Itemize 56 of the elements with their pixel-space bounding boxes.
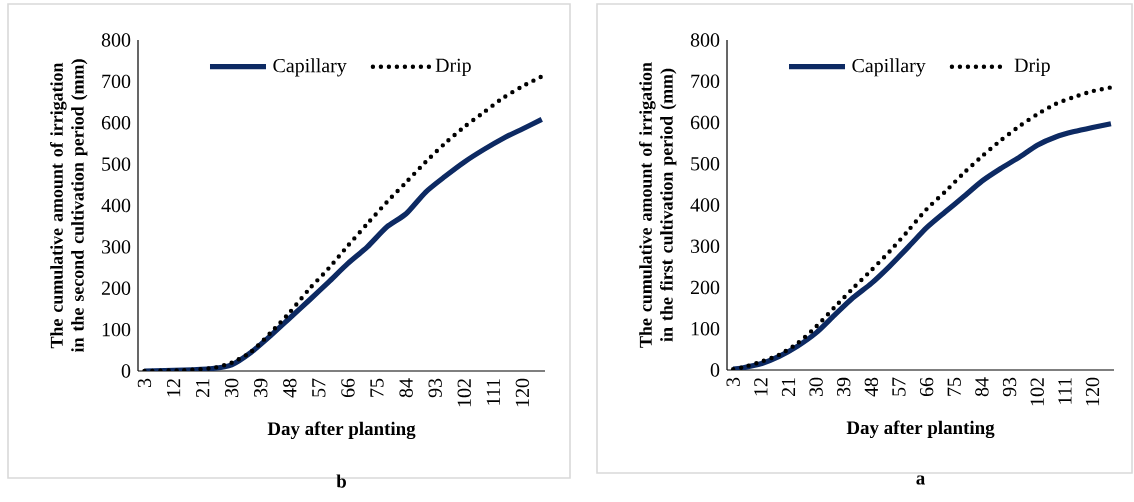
y-tick-label: 700 (102, 74, 131, 89)
x-tick-label: 120 (1085, 377, 1100, 406)
x-tick-label: 84 (399, 378, 413, 398)
y-tick-label: 200 (690, 280, 720, 295)
x-tick-label: 84 (975, 377, 989, 397)
y-tick-label: 0 (710, 363, 720, 377)
y-tick-label: 600 (690, 115, 720, 130)
y-tick-label: 300 (102, 240, 131, 254)
y-tick-label: 500 (102, 157, 131, 171)
x-tick-label: 12 (166, 379, 181, 397)
legend-label: Capillary (273, 58, 347, 77)
x-tick-label: 75 (370, 378, 384, 397)
x-tick-label: 102 (457, 379, 471, 407)
legend-label: Drip (435, 58, 471, 77)
x-tick-label: 21 (196, 379, 210, 398)
x-tick-label: 3 (137, 378, 152, 388)
legend-label: Capillary (852, 58, 926, 77)
x-tick-label: 93 (428, 378, 442, 398)
y-tick-label: 400 (101, 198, 131, 213)
x-tick-label: 3 (726, 377, 740, 387)
x-tick-label: 102 (1030, 378, 1044, 406)
text: a (916, 475, 925, 485)
y-tick-label: 600 (101, 116, 131, 130)
legend-label: Drip (1014, 58, 1050, 77)
x-axis-title: Day after planting (846, 420, 995, 439)
y-tick-label: 400 (690, 198, 720, 212)
text: b (336, 474, 346, 488)
y-tick-label: 100 (102, 322, 131, 337)
x-tick-label: 39 (837, 377, 851, 396)
y-axis-title: The cumulative amount of irrigation in the first cultivation period (mm) (639, 62, 677, 348)
x-tick-label: 21 (781, 378, 796, 397)
x-tick-label: 93 (1002, 377, 1017, 397)
x-tick-label: 120 (515, 378, 530, 407)
y-tick-label: 100 (691, 322, 720, 336)
x-tick-label: 111 (486, 379, 500, 405)
x-tick-label: 48 (283, 378, 297, 398)
y-axis-title: The cumulative amount of irrigation in the second cultivation period (mm) (50, 59, 88, 353)
x-tick-label: 57 (892, 377, 906, 396)
y-tick-label: 800 (101, 33, 131, 47)
x-tick-label: 57 (312, 378, 326, 397)
x-tick-label: 111 (1058, 378, 1072, 404)
x-axis-title: Day after planting (267, 421, 416, 440)
x-tick-label: 66 (341, 378, 355, 398)
x-tick-label: 75 (947, 377, 961, 396)
x-tick-label: 12 (754, 378, 768, 396)
y-tick-label: 500 (691, 157, 720, 171)
x-tick-label: 48 (864, 377, 879, 397)
x-tick-label: 66 (919, 377, 934, 397)
y-tick-label: 200 (101, 281, 131, 295)
y-tick-label: 0 (121, 364, 131, 378)
x-tick-label: 39 (254, 378, 268, 397)
y-tick-label: 800 (690, 33, 720, 47)
x-tick-label: 30 (809, 377, 823, 396)
y-tick-label: 700 (691, 74, 720, 88)
y-tick-label: 300 (691, 239, 720, 253)
x-tick-label: 30 (224, 378, 239, 397)
